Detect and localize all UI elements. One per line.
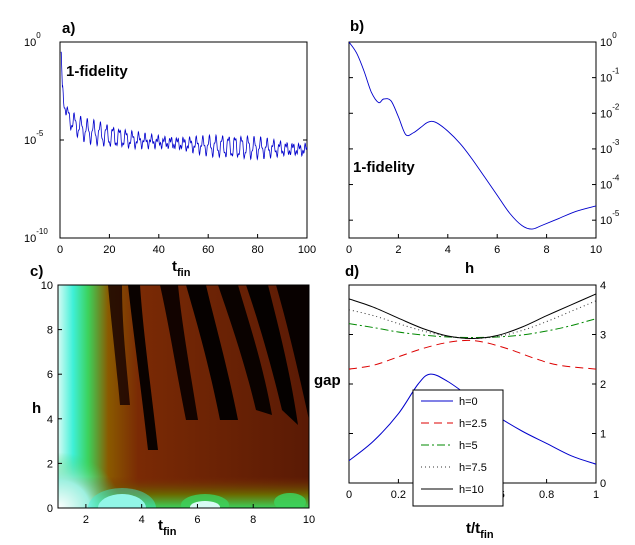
panel-c-ytick-1: 2	[47, 458, 53, 470]
series-line-2	[349, 339, 596, 370]
panel-d-xlabel: t/tfin	[466, 520, 494, 541]
panel-a-xlabel: tfin	[172, 258, 191, 279]
legend-box	[412, 389, 504, 507]
panel-b-xtick-1: 2	[395, 244, 401, 256]
panel-d-xtick-5: 1	[593, 489, 599, 501]
panel-c: c) 2 4 6 8 10 0 2 4 6 8 10 h tfin	[30, 263, 315, 538]
series-line-5	[349, 293, 596, 340]
panel-d-xtick-0: 0	[346, 489, 352, 501]
panel-b-ytick-0: 100	[600, 31, 617, 49]
panel-c-ytick-3: 6	[47, 369, 53, 381]
panel-b-xtick-4: 8	[544, 244, 550, 256]
panel-c-xtick-3: 8	[250, 514, 256, 526]
panel-d-ytick-3: 3	[600, 330, 606, 342]
panel-a-xtick-3: 60	[202, 244, 214, 256]
panel-c-ytick-2: 4	[47, 414, 53, 426]
panel-c-xtick-4: 10	[303, 514, 315, 526]
panel-c-xlabel: tfin	[158, 517, 177, 538]
panel-d-ytick-1: 1	[600, 429, 606, 441]
panel-a-xtick-1: 20	[103, 244, 115, 256]
panel-d-ylabel: gap	[314, 372, 341, 389]
panel-c-xtick-2: 6	[194, 514, 200, 526]
legend-label-4: h=7.5	[459, 462, 487, 474]
panel-c-ytick-5: 10	[41, 280, 53, 292]
panel-a-ticks: 0 20 40 60 80 100	[57, 41, 316, 256]
panel-a-label: a)	[62, 20, 75, 37]
panel-b-frame	[348, 41, 597, 239]
panel-b-label: b)	[350, 18, 364, 35]
panel-a-xtick-4: 80	[251, 244, 263, 256]
panel-b-xlabel: h	[465, 260, 474, 277]
panel-a-xtick-5: 100	[298, 244, 316, 256]
panel-a-ytick-2: 10-10	[24, 227, 48, 245]
panel-c-label: c)	[30, 263, 43, 280]
panel-b-series-line	[349, 42, 596, 230]
panel-a-xtick-0: 0	[57, 244, 63, 256]
panel-b-ytick-4: 10-4	[600, 174, 620, 192]
panel-b-annotation: 1-fidelity	[353, 159, 415, 176]
panel-b-xtick-5: 10	[590, 244, 602, 256]
panel-b-xtick-3: 6	[494, 244, 500, 256]
panel-c-frame	[57, 284, 310, 509]
panel-d-ytick-4: 4	[600, 280, 606, 292]
panel-c-ylabel: h	[32, 400, 41, 417]
heatmap-image	[58, 285, 309, 508]
legend-label-3: h=5	[459, 440, 478, 452]
panel-c-xtick-0: 2	[83, 514, 89, 526]
panel-b-ytick-2: 10-2	[600, 102, 620, 120]
panel-c-ytick-0: 0	[47, 503, 53, 515]
panel-d-legend: h=0 h=2.5 h=5 h=7.5 h=10	[412, 389, 504, 507]
panel-a-series-line	[60, 51, 307, 161]
panel-b-ytick-3: 10-3	[600, 138, 620, 156]
panel-a-ytick-1: 10-5	[24, 129, 44, 147]
panel-d-ytick-2: 2	[600, 379, 606, 391]
panel-b-ytick-5: 10-5	[600, 209, 620, 227]
legend-label-2: h=2.5	[459, 418, 487, 430]
panel-c-ticks: 2 4 6 8 10 0 2 4 6 8 10	[41, 280, 315, 526]
panel-b: b) 0 2 4 6 8 10 100 10-1 10-2 10-3 10-4 10-5 1-fide…	[346, 18, 620, 277]
legend-label-5: h=10	[459, 484, 484, 496]
panel-d-ytick-0: 0	[600, 478, 606, 490]
legend-label-1: h=0	[459, 396, 478, 408]
panel-c-ytick-4: 8	[47, 325, 53, 337]
panel-a-ytick-0: 100	[24, 31, 41, 49]
series-line-3	[349, 318, 596, 339]
panel-b-xtick-2: 4	[445, 244, 451, 256]
panel-b-ytick-1: 10-1	[600, 67, 620, 85]
panel-d-xtick-4: 0.8	[539, 489, 554, 501]
panel-d-xtick-1: 0.2	[391, 489, 406, 501]
panel-d-label: d)	[345, 263, 359, 280]
panel-c-xtick-1: 4	[139, 514, 145, 526]
panel-a-xtick-2: 40	[153, 244, 165, 256]
panel-b-ticks: 0 2 4 6 8 10 100 10-1 10-2 10-3 10-4 10-5	[346, 31, 620, 256]
panel-a: a) 0 20 40 60 80 100 100 10-5 10-10 1-fidelit…	[24, 20, 316, 279]
series-line-4	[349, 300, 596, 340]
panel-a-annotation: 1-fidelity	[66, 63, 128, 80]
panel-b-xtick-0: 0	[346, 244, 352, 256]
